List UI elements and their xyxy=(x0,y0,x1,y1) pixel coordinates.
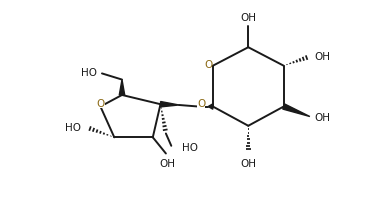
Text: OH: OH xyxy=(160,158,176,168)
Text: O: O xyxy=(204,60,212,70)
Text: O: O xyxy=(96,98,104,108)
Text: O: O xyxy=(197,99,205,109)
Text: OH: OH xyxy=(240,13,256,23)
Polygon shape xyxy=(119,80,125,96)
Polygon shape xyxy=(208,104,213,110)
Text: HO: HO xyxy=(182,143,198,153)
Text: HO: HO xyxy=(65,122,81,132)
Text: OH: OH xyxy=(240,158,256,168)
Text: OH: OH xyxy=(315,112,330,122)
Polygon shape xyxy=(283,104,310,117)
Polygon shape xyxy=(160,102,179,107)
Text: HO: HO xyxy=(81,67,97,78)
Text: OH: OH xyxy=(315,52,330,61)
